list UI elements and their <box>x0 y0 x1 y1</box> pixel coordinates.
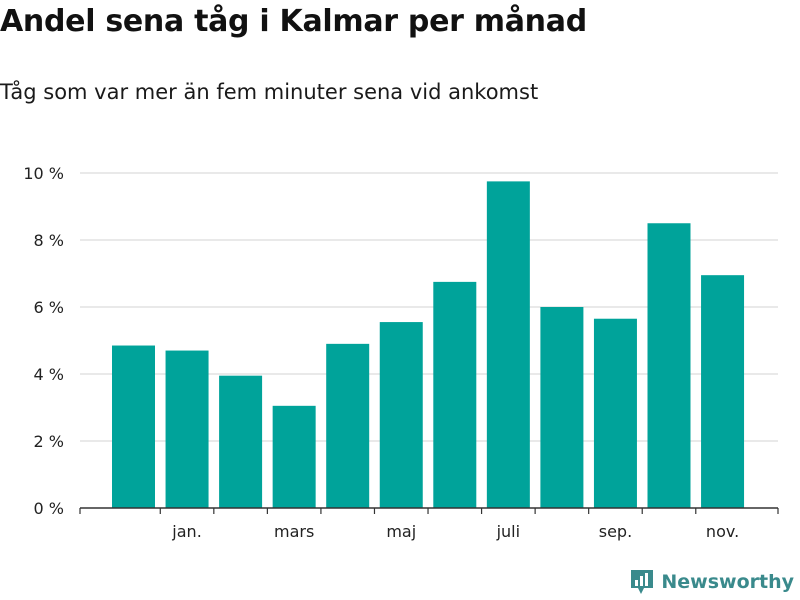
y-axis-labels: 0 % 2 % 4 % 6 % 8 % 10 % <box>23 164 64 518</box>
x-axis <box>79 507 779 514</box>
x-tick-label: juli <box>496 522 520 541</box>
y-tick-label: 4 % <box>34 365 64 384</box>
x-tick-label: jan. <box>171 522 201 541</box>
x-tick-label: sep. <box>599 522 632 541</box>
bar <box>165 350 209 508</box>
y-tick-label: 2 % <box>34 432 64 451</box>
chart-subtitle: Tåg som var mer än fem minuter sena vid … <box>0 80 539 104</box>
x-tick-label: maj <box>386 522 416 541</box>
y-tick-label: 6 % <box>34 298 64 317</box>
bar <box>112 345 155 508</box>
bar <box>593 318 637 508</box>
y-tick-label: 10 % <box>23 164 64 183</box>
x-tick-label: nov. <box>706 522 739 541</box>
brand-name: Newsworthy <box>661 571 794 593</box>
y-tick-label: 0 % <box>34 499 64 518</box>
newsworthy-logo-icon <box>631 570 654 594</box>
bar <box>647 223 691 508</box>
bar <box>326 343 370 508</box>
bar <box>701 275 745 508</box>
x-axis-labels: jan. mars maj juli sep. nov. <box>171 522 739 541</box>
newsworthy-brand: Newsworthy <box>629 568 794 596</box>
bar <box>272 405 316 508</box>
x-tick-label: mars <box>274 522 314 541</box>
bar <box>219 375 263 508</box>
chart-title: Andel sena tåg i Kalmar per månad <box>0 4 587 39</box>
bar <box>486 181 530 508</box>
bar <box>379 322 423 508</box>
bar <box>540 307 584 508</box>
bar <box>433 281 477 508</box>
y-tick-label: 8 % <box>34 231 64 250</box>
bar-series <box>112 181 745 508</box>
